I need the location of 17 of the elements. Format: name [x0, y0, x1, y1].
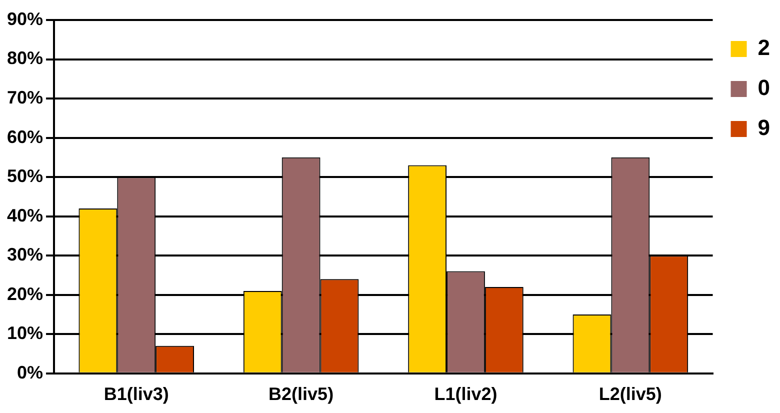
x-tick-label: L2(liv5) — [598, 384, 662, 404]
legend-label: 2 — [758, 35, 770, 60]
x-tick-label: L1(liv2) — [434, 384, 498, 404]
y-tick-label: 0% — [17, 362, 44, 382]
y-tick-label: 30% — [6, 244, 44, 265]
x-tick-label: B2(liv5) — [268, 384, 334, 404]
legend-label: 0 — [758, 75, 770, 100]
y-tick-label: 40% — [6, 205, 44, 226]
y-tick-label: 80% — [6, 48, 44, 68]
y-tick-label: 90% — [6, 8, 44, 29]
y-tick-label: 60% — [6, 126, 44, 147]
y-tick-label: 70% — [6, 88, 44, 108]
y-tick-label: 10% — [6, 323, 44, 344]
x-tick-label: B1(liv3) — [104, 384, 169, 404]
y-tick-label: 50% — [6, 166, 44, 186]
legend-label: 9 — [758, 115, 770, 140]
y-tick-label: 20% — [6, 284, 44, 304]
